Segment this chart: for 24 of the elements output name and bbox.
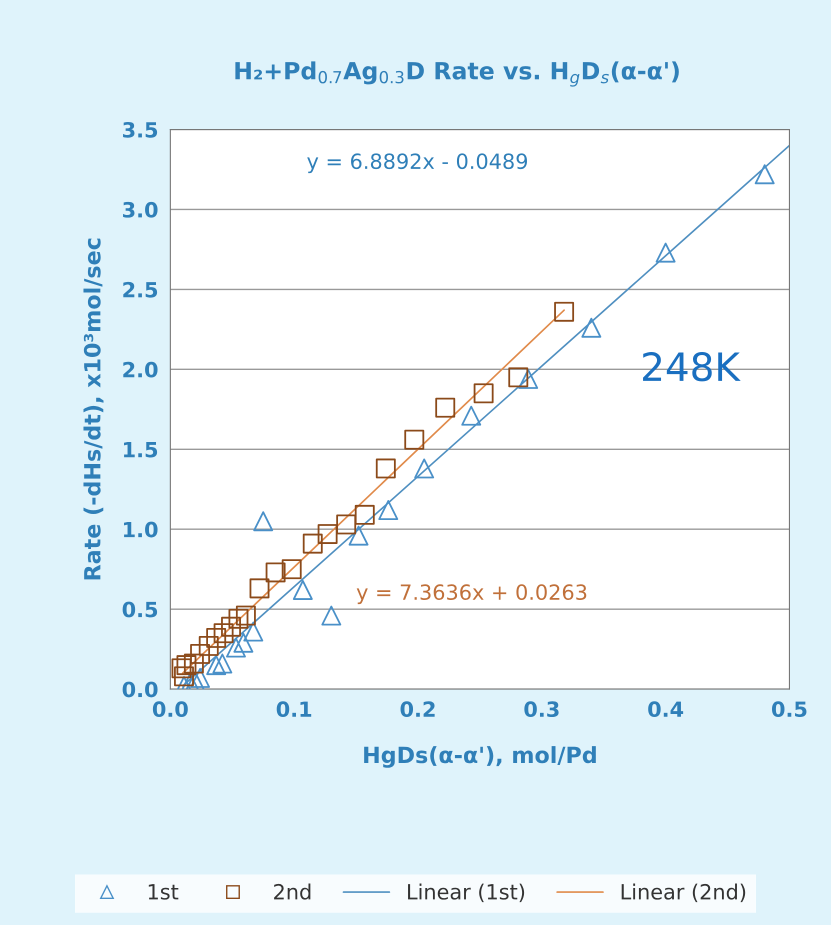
legend-label: Linear (1st): [408, 884, 524, 902]
y-axis-title: Rate (-dHs/dt), x10³mol/sec: [83, 238, 104, 580]
y-tick-label: 1.0: [124, 522, 158, 538]
x-tick-label: 0.5: [772, 701, 806, 718]
x-tick-label: 0.1: [276, 701, 312, 718]
annotation: y = 7.3636x + 0.0263: [356, 584, 586, 604]
y-tick-label: 3.0: [123, 202, 158, 218]
legend-label: 1st: [148, 884, 178, 900]
x-tick-label: 0.2: [400, 701, 435, 718]
chart-title: H₂+Pd$_{0.7}$Ag$_{0.3}$D Rate vs. H$_{g}$D$_{s}$(α-α'): [235, 61, 679, 87]
x-tick-label: 0.3: [524, 701, 559, 718]
y-tick-label: 2.5: [123, 282, 158, 298]
annotation: 248K: [643, 352, 741, 382]
legend-label: Linear (2nd): [622, 884, 746, 902]
x-tick-label: 0.0: [152, 701, 188, 718]
legend-label: 2nd: [274, 884, 310, 900]
x-axis-title: HgDs(α-α'), mol/Pd: [364, 746, 596, 768]
y-tick-label: 2.0: [123, 362, 158, 378]
y-tick-label: 0.0: [122, 682, 158, 698]
y-tick-label: 1.5: [124, 442, 158, 458]
x-tick-label: 0.4: [648, 701, 684, 718]
y-tick-label: 0.5: [122, 602, 158, 618]
y-tick-label: 3.5: [123, 122, 158, 138]
annotation: y = 6.8892x - 0.0489: [307, 153, 528, 174]
